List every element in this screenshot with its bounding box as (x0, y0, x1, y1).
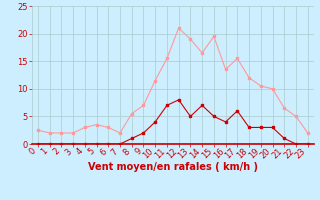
X-axis label: Vent moyen/en rafales ( km/h ): Vent moyen/en rafales ( km/h ) (88, 162, 258, 172)
